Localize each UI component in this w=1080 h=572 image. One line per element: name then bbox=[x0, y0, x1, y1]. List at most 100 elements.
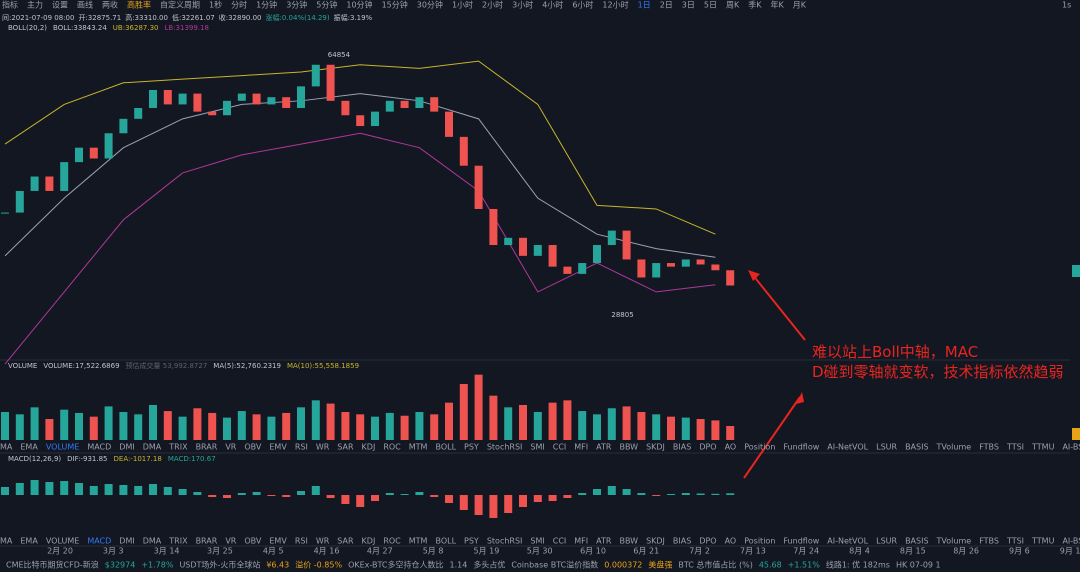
toolbar-item[interactable]: 15分钟 bbox=[382, 0, 408, 10]
toolbar-item[interactable]: 画线 bbox=[77, 0, 93, 10]
toolbar-item[interactable]: 10分钟 bbox=[346, 0, 372, 10]
tabs-item[interactable]: TRIX bbox=[168, 443, 188, 452]
tabs-item[interactable]: SAR bbox=[337, 443, 354, 452]
tabs-item[interactable]: BASIS bbox=[905, 537, 928, 546]
toolbar-item[interactable]: 主力 bbox=[27, 0, 43, 10]
toolbar-item[interactable]: 自定义周期 bbox=[160, 0, 200, 10]
tabs-item[interactable]: ROC bbox=[383, 443, 401, 452]
tabs-item[interactable]: BBW bbox=[619, 537, 638, 546]
toolbar-item[interactable]: 指标 bbox=[2, 0, 18, 10]
tabs-item[interactable]: Position bbox=[744, 443, 775, 452]
tabs-item[interactable]: EMV bbox=[269, 443, 287, 452]
toolbar-item[interactable]: 季K bbox=[748, 0, 762, 10]
tabs-item[interactable]: DMI bbox=[119, 443, 134, 452]
toolbar-item[interactable]: 分时 bbox=[231, 0, 247, 10]
tabs-item[interactable]: TVolume bbox=[936, 443, 972, 452]
tabs-item[interactable]: CCI bbox=[553, 443, 567, 452]
toolbar-item[interactable]: 年K bbox=[770, 0, 784, 10]
tabs-item[interactable]: LSUR bbox=[876, 443, 897, 452]
tabs-item[interactable]: ATR bbox=[596, 537, 612, 546]
tabs-item[interactable]: RSI bbox=[295, 443, 308, 452]
tabs-item[interactable]: VR bbox=[225, 443, 236, 452]
tabs-item[interactable]: ATR bbox=[596, 443, 612, 452]
toolbar-item[interactable]: 两收 bbox=[102, 0, 118, 10]
tabs-item[interactable]: AO bbox=[725, 443, 737, 452]
tabs-item[interactable]: DMI bbox=[119, 537, 134, 546]
tabs-item[interactable]: TTSI bbox=[1006, 443, 1024, 452]
tabs-item[interactable]: TTMU bbox=[1031, 537, 1055, 546]
toolbar-item[interactable]: 1分钟 bbox=[256, 0, 277, 10]
toolbar-item[interactable]: 4小时 bbox=[542, 0, 563, 10]
tabs-item[interactable]: BIAS bbox=[673, 537, 691, 546]
toolbar-item[interactable]: 3日 bbox=[682, 1, 695, 10]
tabs-item[interactable]: EMA bbox=[20, 443, 38, 452]
tabs-item[interactable]: BRAR bbox=[196, 537, 218, 546]
tabs-item[interactable]: AO bbox=[725, 537, 737, 546]
tabs-item[interactable]: FTBS bbox=[979, 537, 999, 546]
tabs-item[interactable]: SKDJ bbox=[646, 537, 665, 546]
tabs-item[interactable]: PSY bbox=[464, 537, 479, 546]
tabs-item[interactable]: AI-NetVOL bbox=[827, 443, 868, 452]
toolbar-item[interactable]: 周K bbox=[726, 1, 740, 10]
toolbar-item[interactable]: 2日 bbox=[660, 1, 673, 10]
tabs-item[interactable]: SMI bbox=[530, 443, 544, 452]
tabs-item[interactable]: OBV bbox=[244, 443, 262, 452]
tabs-item[interactable]: EMA bbox=[20, 537, 38, 546]
tabs-item[interactable]: BRAR bbox=[196, 443, 218, 452]
tabs-item[interactable]: MFI bbox=[574, 537, 588, 546]
tabs-item[interactable]: WR bbox=[316, 537, 330, 546]
tabs-item[interactable]: SMI bbox=[530, 537, 544, 546]
tabs-item[interactable]: BOLL bbox=[435, 537, 456, 546]
toolbar-item[interactable]: 月K bbox=[793, 1, 807, 10]
toolbar-item[interactable]: 设置 bbox=[52, 0, 68, 10]
tabs-item[interactable]: AI-BSI bbox=[1062, 537, 1080, 546]
tabs-item[interactable]: BIAS bbox=[673, 443, 691, 452]
tabs-item[interactable]: StochRSI bbox=[487, 537, 523, 546]
toolbar-item[interactable]: 3分钟 bbox=[286, 0, 307, 10]
tabs-item[interactable]: VOLUME bbox=[46, 443, 80, 452]
tabs-item[interactable]: BASIS bbox=[905, 443, 928, 452]
tabs-item[interactable]: BOLL bbox=[435, 443, 456, 452]
tabs-item[interactable]: CCI bbox=[553, 537, 567, 546]
toolbar-item[interactable]: 1秒 bbox=[209, 0, 222, 10]
toolbar-item[interactable]: 高胜率 bbox=[127, 0, 151, 10]
tabs-item[interactable]: StochRSI bbox=[487, 443, 523, 452]
tabs-item[interactable]: TTMU bbox=[1031, 443, 1055, 452]
tabs-item[interactable]: MACD bbox=[87, 443, 111, 452]
tabs-item[interactable]: BBW bbox=[619, 443, 638, 452]
tabs-item[interactable]: OBV bbox=[244, 537, 262, 546]
toolbar-item[interactable]: 30分钟 bbox=[417, 0, 443, 10]
toolbar-item[interactable]: 2小时 bbox=[482, 0, 503, 10]
tabs-item[interactable]: KDJ bbox=[362, 443, 376, 452]
tabs-item[interactable]: VOLUME bbox=[46, 537, 80, 546]
tabs-item[interactable]: TRIX bbox=[168, 537, 188, 546]
tabs-item[interactable]: ROC bbox=[383, 537, 401, 546]
tabs-item[interactable]: AI-NetVOL bbox=[827, 537, 868, 546]
tabs-item[interactable]: Position bbox=[744, 537, 775, 546]
tabs-item[interactable]: MFI bbox=[574, 443, 588, 452]
tabs-item[interactable]: AI-BSI bbox=[1062, 443, 1080, 452]
toolbar-item[interactable]: 1日 bbox=[638, 1, 651, 10]
toolbar-item[interactable]: 5日 bbox=[704, 1, 717, 10]
tabs-item[interactable]: DPO bbox=[699, 537, 716, 546]
tabs-item[interactable]: PSY bbox=[464, 443, 479, 452]
tabs-item[interactable]: EMV bbox=[269, 537, 287, 546]
toolbar-item[interactable]: 1小时 bbox=[452, 0, 473, 10]
tabs-item[interactable]: MTM bbox=[409, 537, 428, 546]
tabs-item[interactable]: MA bbox=[0, 537, 13, 546]
toolbar-item[interactable]: 12小时 bbox=[602, 0, 628, 10]
tabs-item[interactable]: DMA bbox=[143, 443, 162, 452]
tabs-item[interactable]: SKDJ bbox=[646, 443, 665, 452]
tabs-item[interactable]: WR bbox=[316, 443, 330, 452]
tabs-item[interactable]: KDJ bbox=[362, 537, 376, 546]
tabs-item[interactable]: TVolume bbox=[936, 537, 972, 546]
tabs-item[interactable]: MTM bbox=[409, 443, 428, 452]
tabs-item[interactable]: MA bbox=[0, 443, 13, 452]
toolbar-item[interactable]: 5分钟 bbox=[316, 0, 337, 10]
tabs-item[interactable]: RSI bbox=[295, 537, 308, 546]
tabs-item[interactable]: FTBS bbox=[979, 443, 999, 452]
tabs-item[interactable]: Fundflow bbox=[783, 443, 819, 452]
toolbar-item[interactable]: 3小时 bbox=[512, 0, 533, 10]
tabs-item[interactable]: DPO bbox=[699, 443, 716, 452]
tabs-item[interactable]: MACD bbox=[87, 537, 111, 546]
